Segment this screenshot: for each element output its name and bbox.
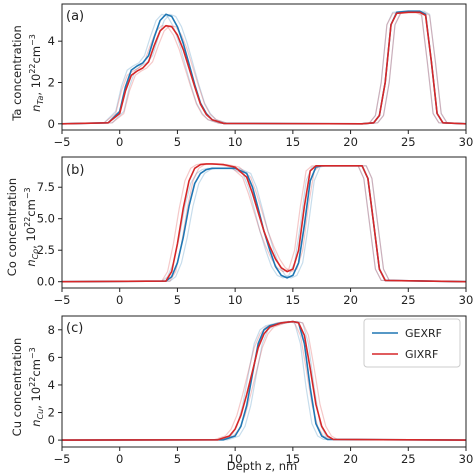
series-spread-gexrf [62,165,463,283]
series-spread-gixrf [65,11,466,125]
y-tick-label: 6 [48,350,55,364]
x-axis-label: Depth z, nm [227,459,298,473]
panel-b-plot-area: −5 0 5 10 15 20 25 30 0.0 2.5 5.0 7.5 [37,156,474,307]
series-line-gixrf [62,11,466,125]
panel-a-plot-area: −5 0 5 10 15 20 25 30 0 2 4 [48,3,474,149]
series-spread-gexrf [65,10,466,125]
x-tick-label: 10 [228,452,243,466]
legend: GEXRF GIXRF [363,318,461,368]
y-tick-label: 0.0 [37,275,55,289]
panel-b-ylabel-unit: nCo, 1022cm−3 [23,187,40,266]
panel-b: −5 0 5 10 15 20 25 30 0.0 2.5 5.0 7.5 (b) Co concen… [5,156,474,307]
series-group [62,10,466,125]
x-tick-label: 10 [228,293,243,307]
panel-b-label: (b) [66,163,84,178]
x-tick-label: 0 [116,452,123,466]
x-tick-label: −5 [54,135,71,149]
y-tick-label: 4 [48,34,55,48]
x-tick-label: 5 [174,135,181,149]
x-tick-label: 5 [174,293,181,307]
series-spread-gexrf [65,165,466,283]
x-tick-label: 15 [286,452,301,466]
y-tick-label: 0 [48,117,55,131]
x-tick-label: 20 [343,452,358,466]
y-tick-label: 0 [48,433,55,447]
series-line-gixrf [62,163,466,283]
x-tick-label: 30 [459,293,474,307]
panel-a: −5 0 5 10 15 20 25 30 0 2 4 (a) Ta concentration n… [10,3,474,149]
legend-label-gexrf: GEXRF [405,327,442,340]
panel-c-ylabel-unit: nCu, 1022cm−3 [28,347,45,426]
y-tick-label: 8 [48,323,55,337]
x-tick-label: 30 [459,452,474,466]
x-tick-label: 15 [286,293,301,307]
x-tick-label: 25 [401,452,416,466]
panel-a-ylabel-unit: nTa, 1022cm−3 [28,34,45,112]
y-tick-label: 2 [48,75,55,89]
legend-label-gixrf: GIXRF [405,348,438,361]
series-spread-gixrf [62,163,463,283]
x-tick-label: 10 [228,135,243,149]
panel-c: −5 0 5 10 15 20 25 30 0 2 4 6 8 (c) Cu concentration… [10,315,474,466]
x-tick-label: −5 [54,293,71,307]
legend-frame [363,318,461,368]
x-tick-label: 25 [401,135,416,149]
panel-c-plot-area: −5 0 5 10 15 20 25 30 0 2 4 6 8 [48,315,474,466]
series-spread-gixrf [62,11,463,125]
axes-frame [61,315,467,448]
y-tick-label: 7.5 [37,180,55,194]
x-tick-label: −5 [54,452,71,466]
panel-c-ylabel: Cu concentration [10,338,24,437]
x-tick-label: 20 [343,293,358,307]
series-spread-gexrf [62,10,463,125]
series-line-gixrf [62,320,466,441]
series-line-gexrf [62,10,466,125]
series-spread-gixrf [65,163,466,283]
y-tick-label: 2.5 [37,243,55,257]
x-tick-label: 15 [286,135,301,149]
x-tick-label: 0 [116,293,123,307]
axes-frame [61,3,467,131]
x-tick-label: 30 [459,135,474,149]
panel-a-ylabel: Ta concentration [10,25,24,121]
y-tick-label: 2 [48,406,55,420]
panel-b-ylabel: Co concentration [5,178,19,276]
x-tick-label: 0 [116,135,123,149]
series-line-gexrf [62,165,466,283]
series-group [62,320,466,441]
panel-a-label: (a) [66,9,84,24]
panel-c-label: (c) [66,321,83,336]
x-tick-label: 5 [174,452,181,466]
axes-frame [61,156,467,289]
y-tick-label: 5.0 [37,212,55,226]
x-tick-label: 20 [343,135,358,149]
y-tick-label: 4 [48,378,55,392]
series-group [62,163,466,283]
x-tick-label: 25 [401,293,416,307]
